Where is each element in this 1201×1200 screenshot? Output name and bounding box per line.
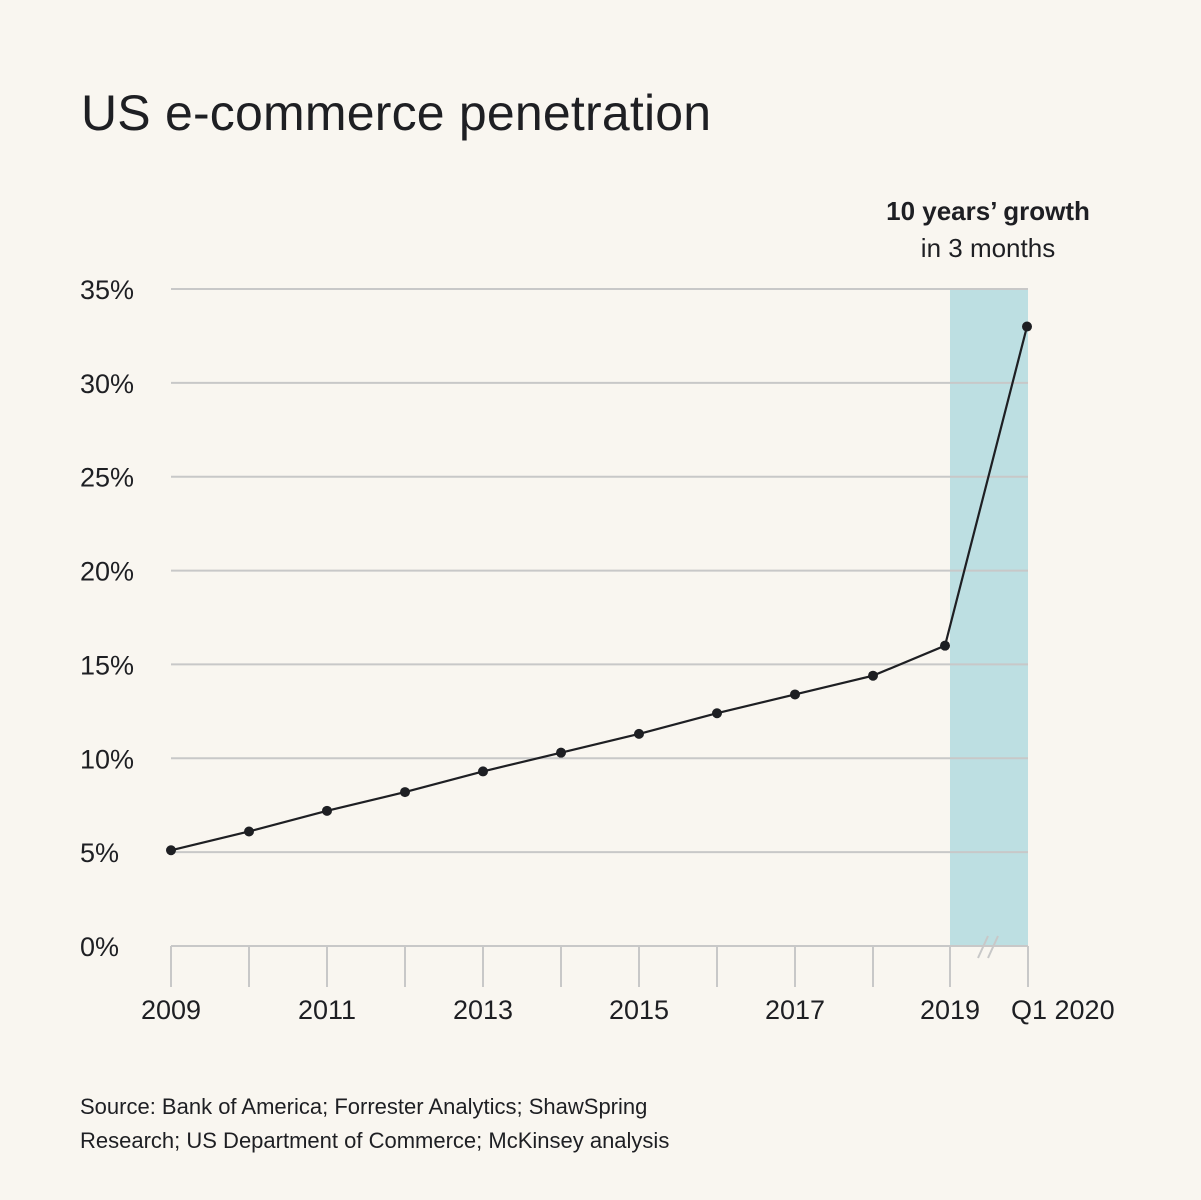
chart-title: US e-commerce penetration	[81, 85, 712, 141]
x-tick-label: 2017	[765, 995, 825, 1025]
data-point-2014	[556, 747, 566, 758]
highlight-region	[950, 289, 1028, 946]
data-point-2019	[940, 640, 950, 651]
x-tick-label: 2013	[453, 995, 513, 1025]
y-tick-label: 25%	[80, 463, 134, 493]
data-point-2010	[244, 826, 254, 837]
line-chart: 0% 5% 10% 15% 20% 25% 30% 35% 2009 2011 2013 2015 2…	[80, 196, 1115, 1025]
data-point-2012	[400, 787, 410, 798]
x-tick-label: 2015	[609, 995, 669, 1025]
axis-break-mark	[977, 935, 989, 959]
y-tick-label: 20%	[80, 557, 134, 587]
source-note: Source: Bank of America; Forrester Analy…	[80, 1090, 669, 1158]
x-tick-label: 2019	[920, 995, 980, 1025]
series-line	[170, 326, 1029, 852]
x-tick-label: 2009	[141, 995, 201, 1025]
data-point-q1-2020	[1022, 321, 1032, 332]
source-line-1: Source: Bank of America; Forrester Analy…	[80, 1094, 648, 1119]
data-point-2015	[634, 728, 644, 739]
axis-break-mark	[987, 935, 999, 959]
x-tick-label: Q1 2020	[1011, 995, 1115, 1025]
annotation-subline: in 3 months	[921, 233, 1055, 263]
y-tick-label: 10%	[80, 744, 134, 774]
source-line-2: Research; US Department of Commerce; McK…	[80, 1128, 670, 1153]
data-point-2013	[478, 766, 488, 777]
data-point-2016	[712, 708, 722, 719]
data-point-2011	[322, 805, 332, 816]
data-point-2018	[868, 670, 878, 681]
y-tick-label: 35%	[80, 275, 134, 305]
y-tick-label: 0%	[80, 932, 119, 962]
y-tick-label: 5%	[80, 838, 119, 868]
data-point-2017	[790, 689, 800, 700]
annotation-headline: 10 years’ growth	[886, 196, 1090, 226]
y-tick-label: 30%	[80, 369, 134, 399]
data-point-2009	[166, 845, 176, 856]
y-tick-label: 15%	[80, 650, 134, 680]
x-tick-label: 2011	[298, 995, 356, 1025]
